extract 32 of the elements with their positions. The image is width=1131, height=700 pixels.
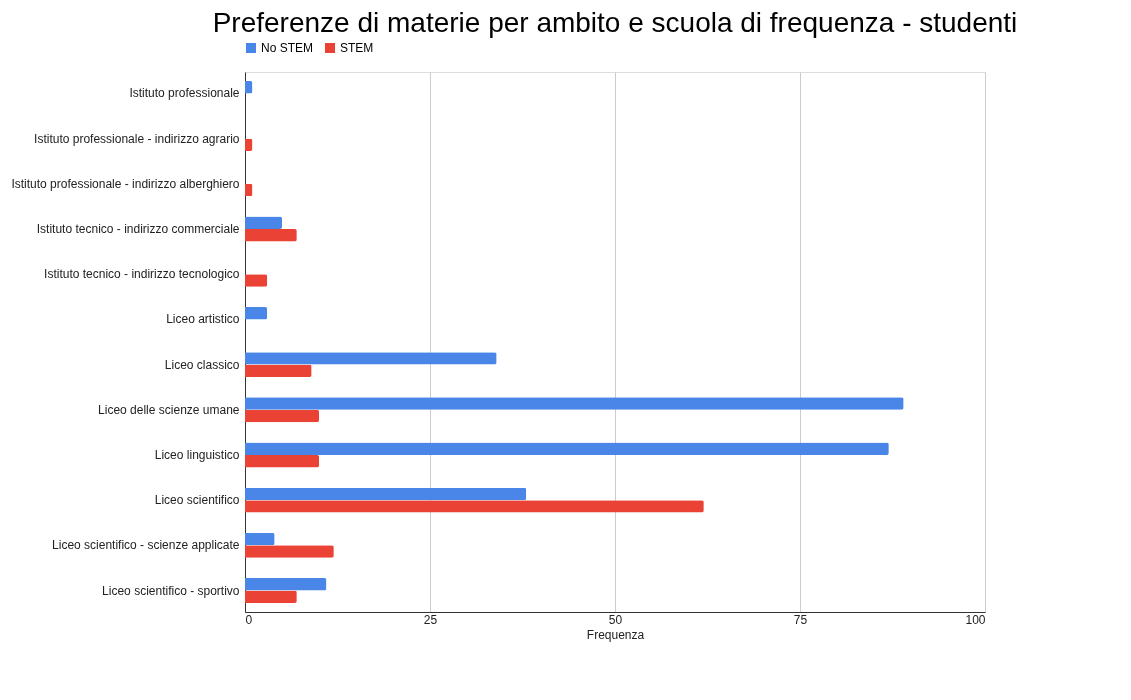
- y-tick-label: Liceo scientifico - scienze applicate: [52, 538, 240, 553]
- legend-label: STEM: [340, 41, 374, 55]
- y-tick-label: Istituto professionale - indirizzo alberghiero: [11, 176, 240, 191]
- x-tick-label: 75: [793, 612, 808, 627]
- bar: [245, 409, 319, 423]
- y-tick-label: Liceo scientifico: [154, 493, 240, 508]
- bar: [245, 229, 297, 242]
- y-tick-label: Liceo delle scienze umane: [98, 402, 240, 417]
- legend-label: No STEM: [261, 41, 314, 55]
- y-tick-label: Liceo scientifico - sportivo: [102, 583, 240, 598]
- bar: [245, 487, 527, 501]
- bar: [245, 442, 889, 455]
- bar: [245, 216, 282, 230]
- y-tick-label: Istituto professionale: [129, 86, 240, 101]
- x-tick-label: 50: [608, 612, 623, 627]
- bar: [245, 590, 297, 603]
- x-tick-label: 0: [245, 612, 253, 627]
- y-tick-label: Liceo classico: [164, 357, 240, 372]
- bar: [245, 578, 327, 591]
- bar: [245, 532, 275, 546]
- bar: [245, 306, 268, 320]
- x-tick-label: 25: [423, 612, 438, 627]
- y-tick-label: Liceo artistico: [166, 312, 240, 327]
- y-tick-label: Istituto tecnico - indirizzo commerciale: [36, 222, 240, 237]
- y-tick-label: Istituto professionale - indirizzo agrario: [34, 131, 240, 146]
- bar: [245, 364, 312, 378]
- x-tick-label: 100: [965, 612, 986, 627]
- y-tick-label: Istituto tecnico - indirizzo tecnologico: [44, 267, 240, 282]
- y-tick-label: Liceo linguistico: [154, 447, 240, 462]
- x-axis-title: Frequenza: [586, 627, 645, 642]
- bar: [245, 454, 319, 468]
- chart-title: Preferenze di materie per ambito e scuola di frequenza - studenti: [212, 7, 1018, 38]
